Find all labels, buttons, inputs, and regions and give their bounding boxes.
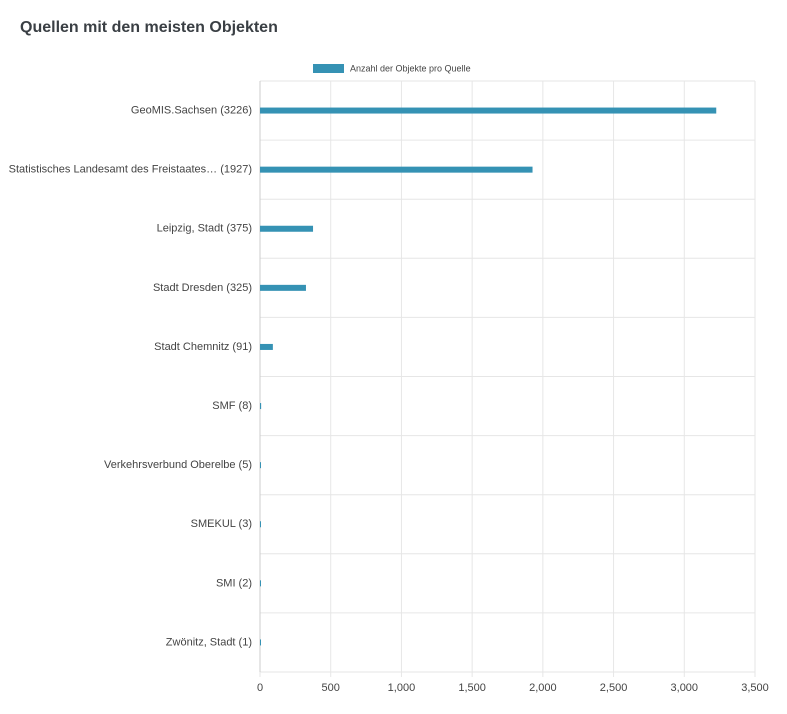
- y-tick-label: GeoMIS.Sachsen (3226): [131, 104, 252, 116]
- y-tick-label: SMF (8): [212, 400, 252, 412]
- bar: [260, 521, 261, 528]
- bar: [260, 284, 306, 291]
- bar: [260, 462, 261, 469]
- y-tick-label: Verkehrsverbund Oberelbe (5): [104, 459, 252, 471]
- x-tick-label: 2,000: [529, 682, 557, 694]
- bar: [260, 343, 273, 350]
- y-tick-label: SMEKUL (3): [191, 518, 252, 530]
- bar: [260, 403, 262, 410]
- y-tick-label: Leipzig, Stadt (375): [157, 223, 252, 235]
- x-tick-label: 2,500: [600, 682, 628, 694]
- y-tick-label: Stadt Chemnitz (91): [154, 341, 252, 353]
- x-tick-label: 1,500: [458, 682, 486, 694]
- x-tick-label: 3,000: [671, 682, 699, 694]
- y-tick-label: Stadt Dresden (325): [153, 282, 252, 294]
- x-tick-label: 500: [322, 682, 340, 694]
- bar: [260, 166, 533, 173]
- legend-swatch: [313, 64, 344, 73]
- bar: [260, 107, 717, 114]
- x-tick-label: 1,000: [388, 682, 416, 694]
- y-tick-label: SMI (2): [216, 577, 252, 589]
- y-tick-label: Statistisches Landesamt des Freistaates……: [9, 164, 252, 176]
- bar: [260, 639, 261, 646]
- legend-label: Anzahl der Objekte pro Quelle: [350, 63, 471, 73]
- bar: [260, 580, 261, 587]
- y-tick-label: Zwönitz, Stadt (1): [166, 636, 252, 648]
- x-tick-label: 3,500: [741, 682, 769, 694]
- bar: [260, 225, 314, 232]
- x-tick-label: 0: [257, 682, 263, 694]
- chart-title: Quellen mit den meisten Objekten: [20, 19, 278, 36]
